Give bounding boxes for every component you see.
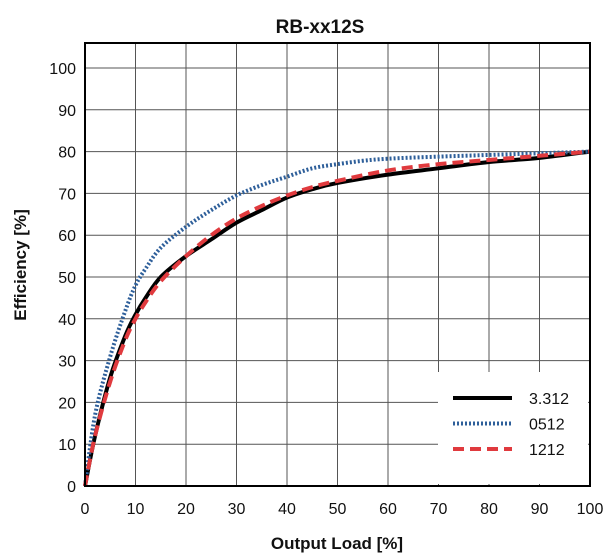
x-tick-label: 40 [278, 501, 296, 518]
y-tick-label: 90 [58, 103, 76, 120]
x-tick-label: 90 [531, 501, 549, 518]
x-tick-label: 70 [430, 501, 448, 518]
chart-title: RB-xx12S [276, 17, 365, 38]
y-tick-label: 60 [58, 228, 76, 245]
y-tick-label: 10 [58, 437, 76, 454]
x-tick-label: 50 [329, 501, 347, 518]
x-tick-label: 30 [228, 501, 246, 518]
y-axis-label: Efficiency [%] [11, 209, 30, 320]
x-tick-label: 0 [81, 501, 90, 518]
legend-box [438, 372, 588, 484]
x-tick-label: 10 [127, 501, 145, 518]
x-tick-label: 60 [379, 501, 397, 518]
legend-label-2: 1212 [529, 442, 565, 459]
y-tick-label: 80 [58, 145, 76, 162]
x-tick-label: 80 [480, 501, 498, 518]
y-tick-label: 70 [58, 186, 76, 203]
y-tick-label: 30 [58, 354, 76, 371]
legend-label-1: 0512 [529, 417, 565, 434]
legend: 3.312 0512 1212 [438, 372, 588, 484]
x-tick-label: 20 [177, 501, 195, 518]
legend-label-0: 3.312 [529, 391, 569, 408]
y-tick-label: 0 [67, 479, 76, 496]
x-axis-label: Output Load [%] [271, 534, 403, 553]
y-tick-label: 40 [58, 312, 76, 329]
y-tick-label: 100 [49, 61, 76, 78]
y-tick-label: 50 [58, 270, 76, 287]
x-tick-label: 100 [577, 501, 604, 518]
y-tick-label: 20 [58, 395, 76, 412]
